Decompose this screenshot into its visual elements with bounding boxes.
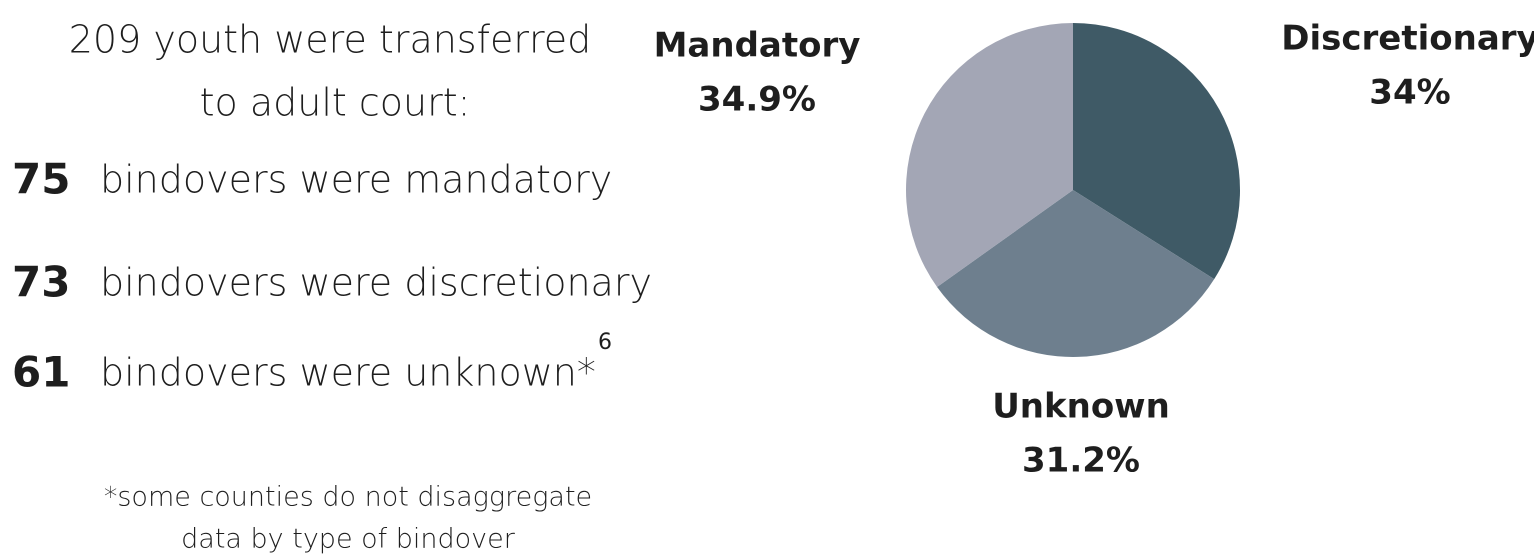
footnote-ref: 6 (598, 330, 612, 355)
count: 73 (12, 258, 70, 307)
intro-line: 209 youth were transferred (69, 18, 592, 62)
pie-slice (906, 22, 1073, 288)
footnote-text: *some counties do not disaggregate (104, 482, 592, 513)
slice-value: 31.2% (1022, 441, 1140, 481)
slice-label: Mandatory (654, 26, 861, 66)
intro-line: to adult court: (200, 81, 471, 125)
count: 61 (12, 348, 70, 397)
count: 75 (12, 155, 70, 204)
slice-value: 34% (1369, 73, 1450, 113)
item-text: bindovers were mandatory (100, 158, 612, 202)
slice-label: Discretionary (1281, 19, 1534, 59)
footnote-text: data by type of bindover (181, 524, 516, 555)
item-text: bindovers were unknown* (100, 351, 596, 395)
pie-slice (1073, 23, 1240, 280)
slice-label: Unknown (992, 387, 1170, 427)
item-text: bindovers were discretionary (100, 261, 652, 305)
slice-value: 34.9% (698, 80, 816, 120)
pie-slice (937, 190, 1215, 357)
